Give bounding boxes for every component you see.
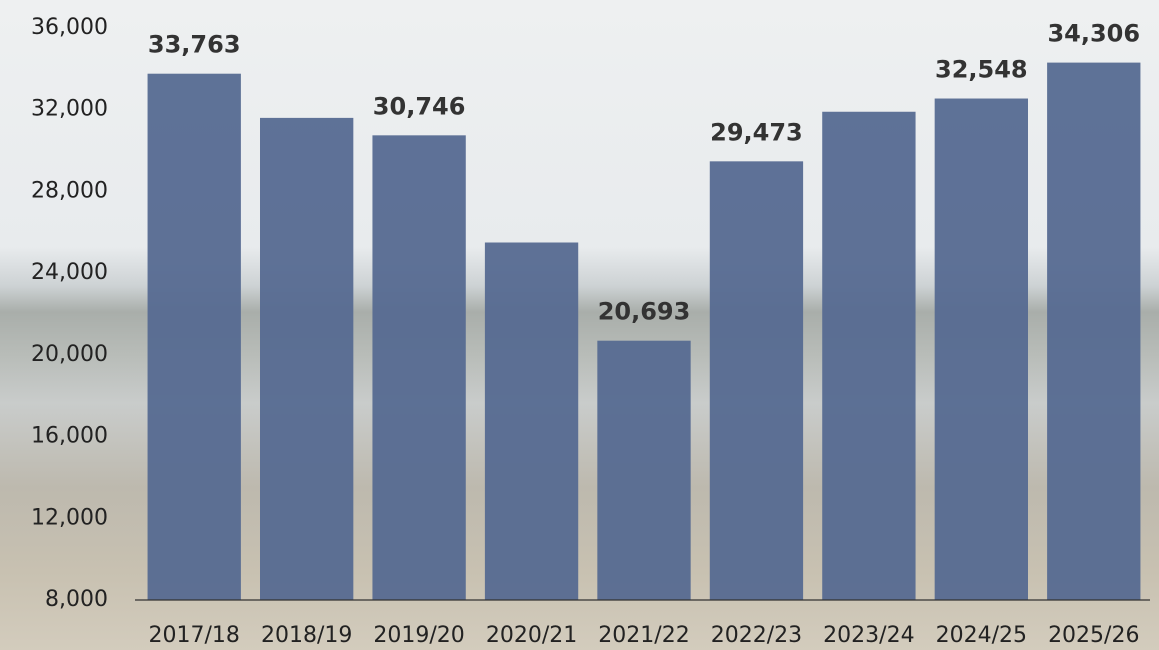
value-label: 33,763	[148, 31, 241, 59]
value-label: 20,693	[598, 298, 691, 326]
y-tick-label: 8,000	[45, 587, 108, 612]
x-tick-label: 2021/22	[598, 623, 689, 648]
bar	[372, 135, 465, 600]
y-tick-label: 20,000	[31, 342, 108, 367]
x-tick-label: 2017/18	[149, 623, 240, 648]
x-tick-label: 2022/23	[711, 623, 802, 648]
x-tick-label: 2024/25	[936, 623, 1027, 648]
x-tick-label: 2020/21	[486, 623, 577, 648]
bar	[148, 74, 241, 600]
page: 8,000 12,000 16,000 20,000 24,000 28,000 32,00…	[0, 0, 1159, 650]
bar	[485, 243, 578, 601]
y-tick-label: 24,000	[31, 260, 108, 285]
x-tick-label: 2025/26	[1048, 623, 1139, 648]
bar	[935, 99, 1028, 600]
bar	[597, 341, 690, 600]
y-tick-label: 12,000	[31, 505, 108, 530]
x-tick-label: 2019/20	[373, 623, 464, 648]
bar	[822, 112, 915, 600]
x-tick-label: 2018/19	[261, 623, 352, 648]
bar	[1047, 63, 1140, 600]
value-label: 29,473	[710, 118, 803, 146]
bar	[260, 118, 353, 600]
value-label: 32,548	[935, 56, 1028, 84]
y-tick-label: 36,000	[31, 15, 108, 40]
y-tick-label: 16,000	[31, 424, 108, 449]
value-label: 34,306	[1047, 20, 1140, 48]
y-tick-label: 28,000	[31, 178, 108, 203]
chart: 8,000 12,000 16,000 20,000 24,000 28,000 32,00…	[0, 0, 1159, 650]
bar	[710, 161, 803, 600]
x-tick-label: 2023/24	[823, 623, 914, 648]
value-label: 30,746	[373, 92, 466, 120]
y-tick-label: 32,000	[31, 97, 108, 122]
